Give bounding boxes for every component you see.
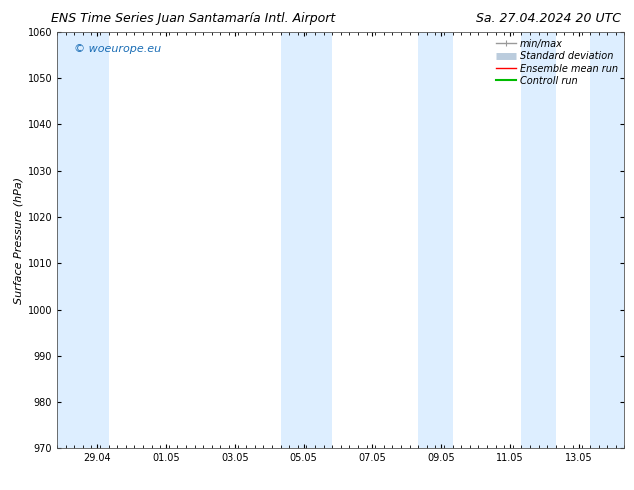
- Text: Sa. 27.04.2024 20 UTC: Sa. 27.04.2024 20 UTC: [476, 12, 621, 25]
- Bar: [418, 32, 453, 448]
- Text: ENS Time Series Juan Santamaría Intl. Airport: ENS Time Series Juan Santamaría Intl. Ai…: [51, 12, 335, 25]
- Bar: [521, 32, 556, 448]
- Bar: [590, 32, 624, 448]
- Y-axis label: Surface Pressure (hPa): Surface Pressure (hPa): [13, 176, 23, 304]
- Text: © woeurope.eu: © woeurope.eu: [74, 44, 161, 54]
- Legend: min/max, Standard deviation, Ensemble mean run, Controll run: min/max, Standard deviation, Ensemble me…: [495, 37, 619, 88]
- Bar: [281, 32, 332, 448]
- Bar: [57, 32, 108, 448]
